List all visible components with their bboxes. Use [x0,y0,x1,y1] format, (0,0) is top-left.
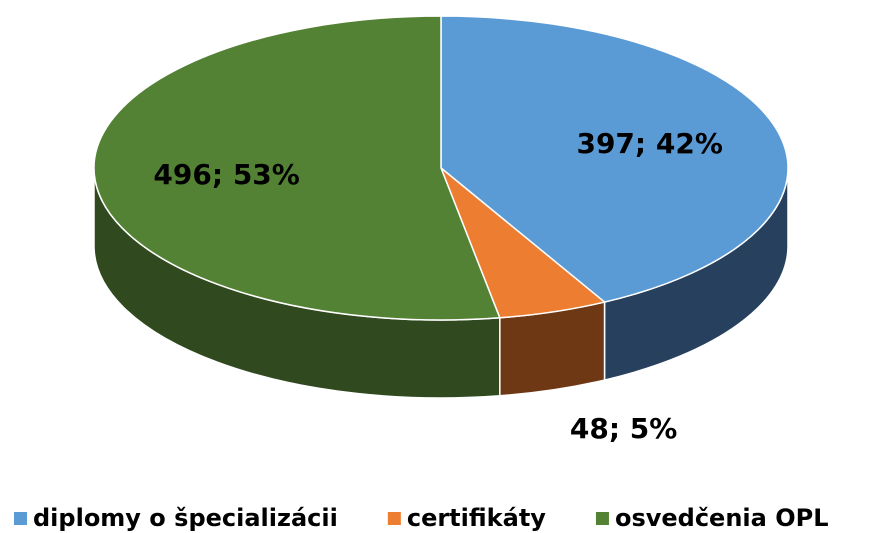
legend-label: diplomy o špecializácii [33,504,338,532]
legend-swatch [14,512,27,525]
data-label: 397; 42% [576,127,722,160]
data-label: 496; 53% [153,158,299,191]
legend-swatch [387,512,401,525]
legend-swatch [595,512,609,525]
legend-label: certifikáty [407,504,546,532]
slice [93,15,501,321]
slice [440,15,789,303]
legend-label: osvedčenia OPL [615,504,829,532]
data-label: 48; 5% [570,412,677,445]
